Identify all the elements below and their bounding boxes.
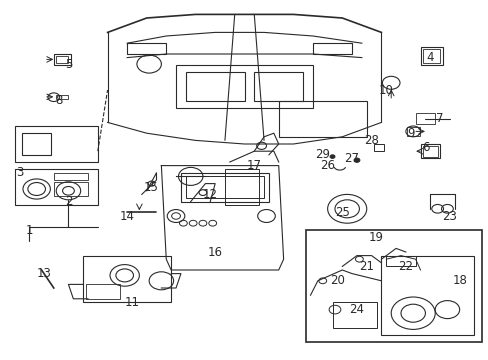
Text: 6: 6: [421, 141, 428, 154]
Bar: [422, 49, 439, 63]
Bar: [422, 146, 437, 157]
Text: 24: 24: [349, 303, 364, 316]
Text: 15: 15: [144, 181, 159, 194]
Text: 9: 9: [406, 127, 414, 140]
Bar: [54, 54, 71, 65]
Text: 20: 20: [329, 274, 344, 287]
Bar: [127, 43, 166, 54]
Text: 18: 18: [451, 274, 466, 287]
Bar: [54, 182, 88, 196]
Bar: [278, 101, 366, 137]
Bar: [420, 47, 442, 65]
Bar: [406, 127, 419, 136]
Bar: [15, 126, 98, 162]
Text: 17: 17: [246, 159, 261, 172]
Bar: [312, 43, 351, 54]
Bar: [56, 95, 68, 99]
Bar: [386, 256, 415, 266]
Circle shape: [329, 155, 334, 158]
Bar: [224, 169, 259, 205]
Text: 12: 12: [203, 188, 217, 201]
Bar: [181, 173, 268, 202]
Text: 11: 11: [124, 296, 139, 309]
Bar: [420, 144, 439, 158]
Bar: [381, 256, 473, 335]
Text: 2: 2: [64, 195, 72, 208]
Text: 7: 7: [435, 112, 443, 125]
Text: 19: 19: [368, 231, 383, 244]
Bar: [373, 144, 383, 151]
Text: 3: 3: [16, 166, 23, 179]
Bar: [176, 65, 312, 108]
Bar: [415, 113, 434, 124]
Text: 29: 29: [315, 148, 329, 161]
Bar: [85, 284, 120, 299]
Bar: [22, 133, 51, 155]
Text: 22: 22: [398, 260, 412, 273]
Text: 5: 5: [64, 58, 72, 71]
Circle shape: [353, 158, 359, 162]
Text: 23: 23: [442, 210, 456, 222]
Text: 4: 4: [426, 51, 433, 64]
Bar: [56, 56, 68, 63]
Text: 13: 13: [37, 267, 51, 280]
Text: 28: 28: [364, 134, 378, 147]
Text: 27: 27: [344, 152, 359, 165]
Text: 10: 10: [378, 84, 393, 96]
Text: 14: 14: [120, 210, 134, 222]
Text: 8: 8: [55, 94, 62, 107]
Bar: [15, 169, 98, 205]
Bar: [83, 256, 171, 302]
Bar: [305, 230, 481, 342]
Text: 16: 16: [207, 246, 222, 258]
Bar: [185, 176, 264, 198]
Bar: [185, 72, 244, 101]
Bar: [254, 72, 303, 101]
Text: 21: 21: [359, 260, 373, 273]
Text: 25: 25: [334, 206, 349, 219]
Bar: [332, 302, 376, 328]
Bar: [54, 173, 88, 180]
Text: 26: 26: [320, 159, 334, 172]
Text: 1: 1: [25, 224, 33, 237]
